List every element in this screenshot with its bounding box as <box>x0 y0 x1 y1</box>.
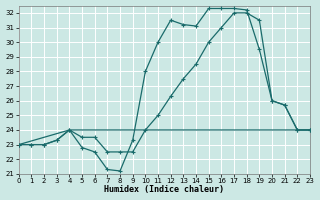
X-axis label: Humidex (Indice chaleur): Humidex (Indice chaleur) <box>104 185 224 194</box>
